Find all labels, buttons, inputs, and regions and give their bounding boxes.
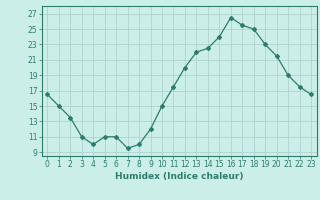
X-axis label: Humidex (Indice chaleur): Humidex (Indice chaleur) (115, 172, 244, 181)
